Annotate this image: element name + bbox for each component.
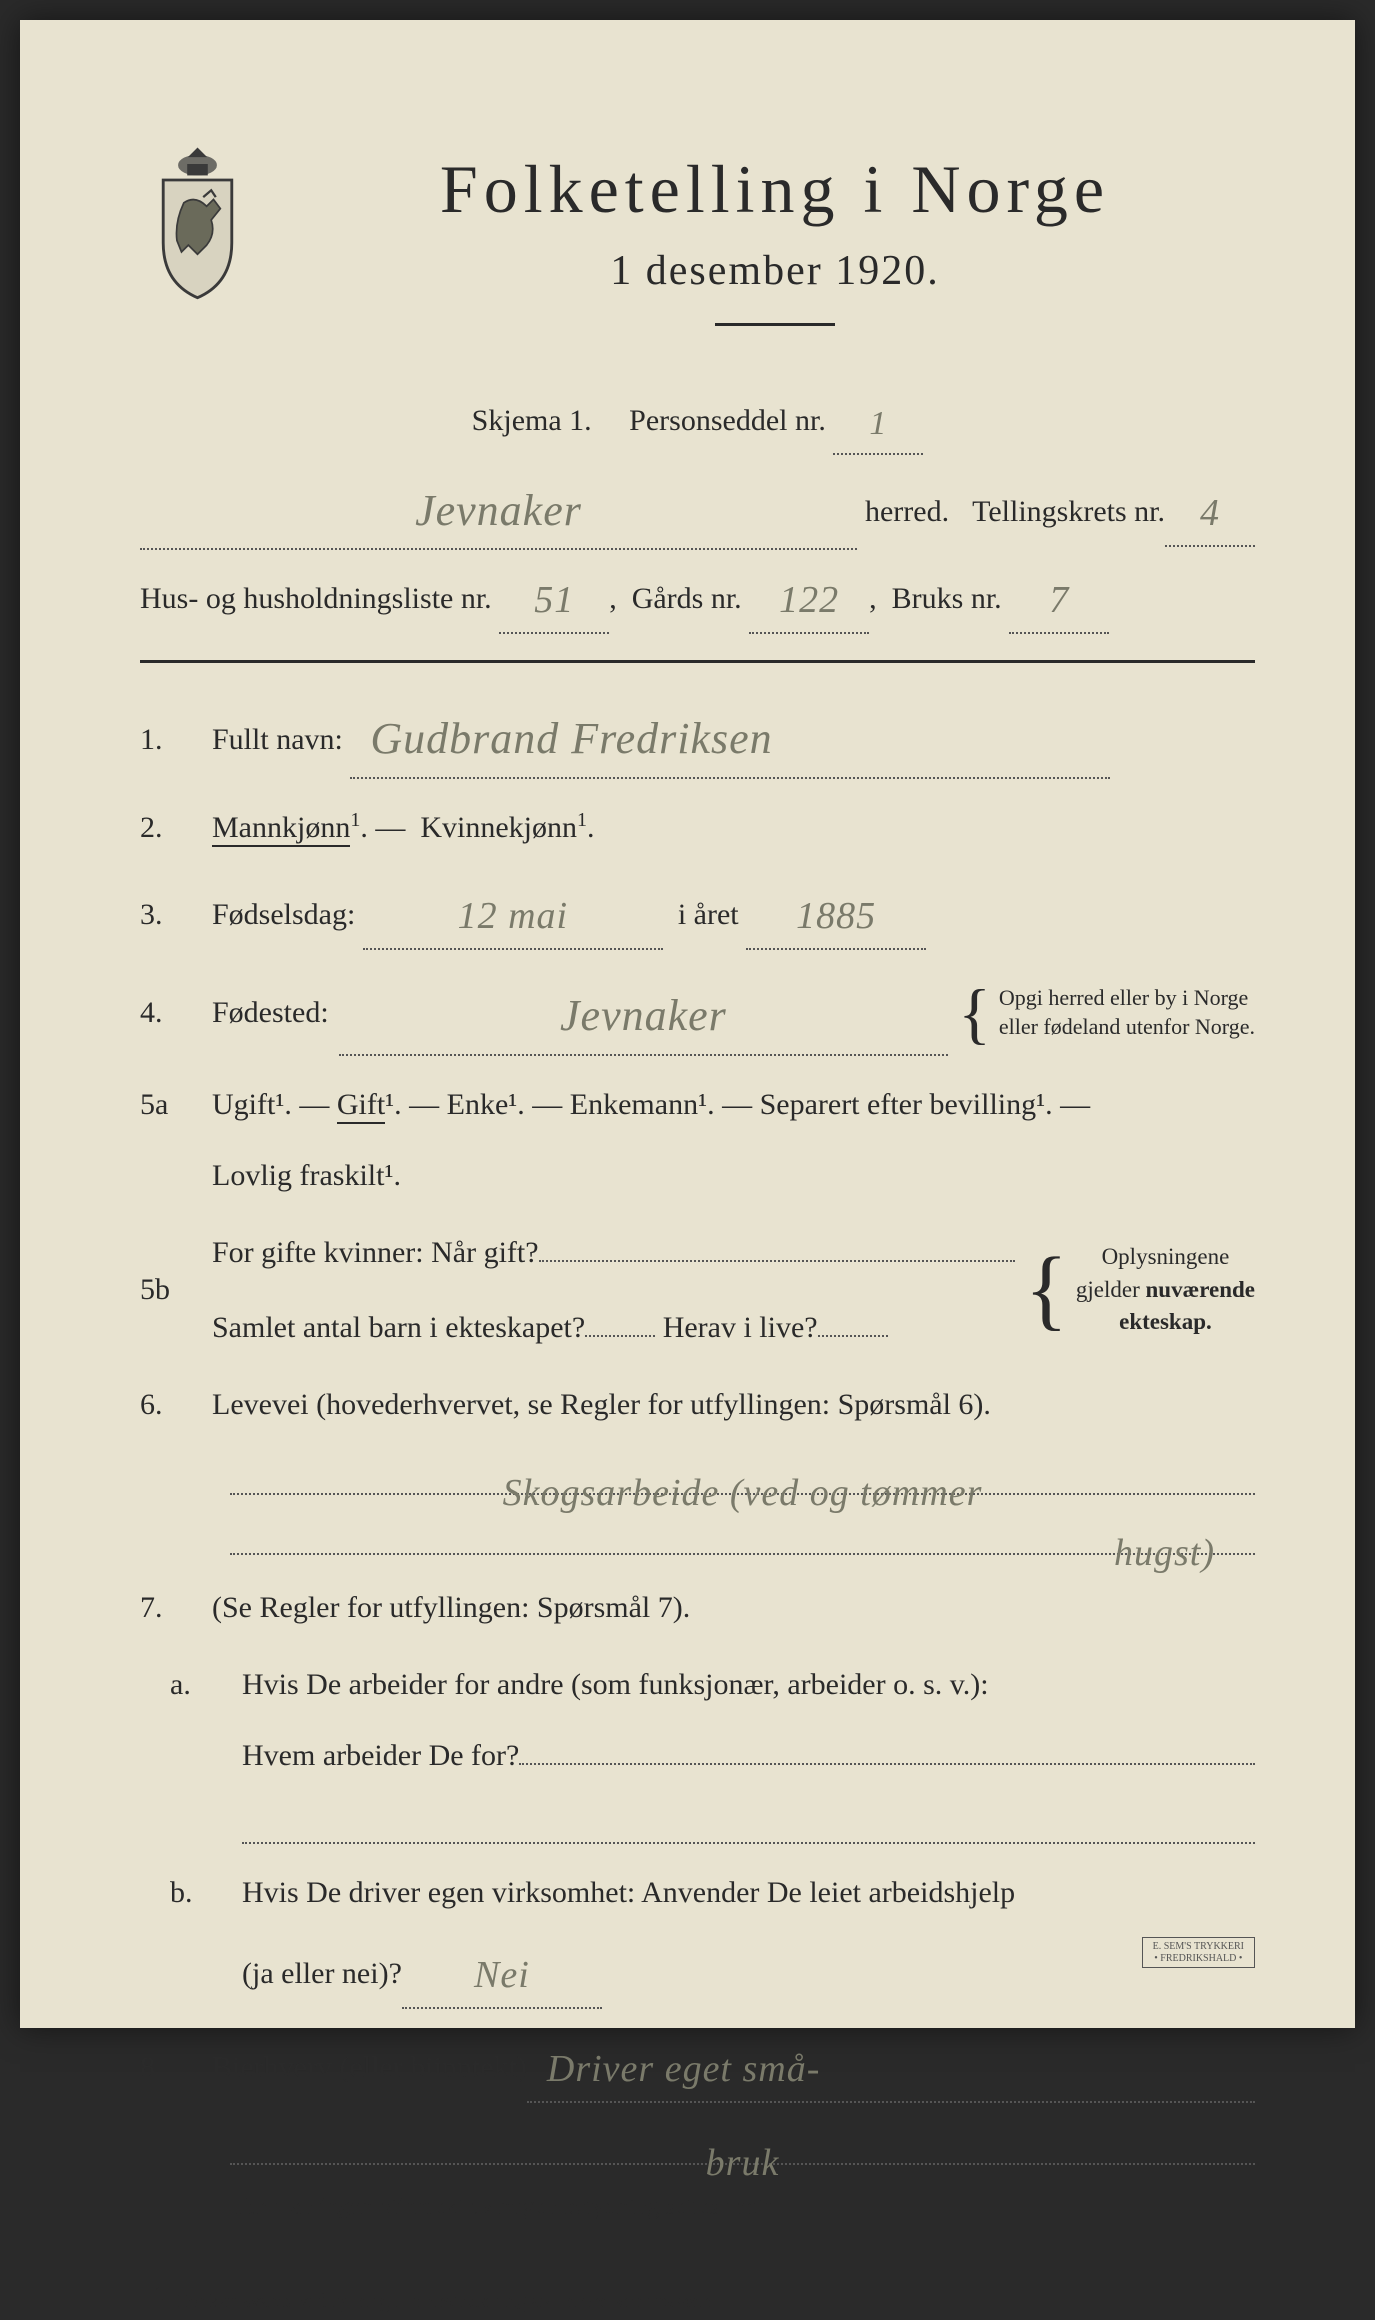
q5b-l1a: For gifte kvinner: Når gift?: [212, 1224, 539, 1281]
brace-icon: {: [958, 993, 991, 1034]
q5b-brace3: ekteskap.: [1076, 1306, 1255, 1338]
printer-l1: E. SEM'S TRYKKERI: [1153, 1941, 1244, 1953]
coat-of-arms-icon: [140, 140, 255, 300]
q3-mid: i året: [678, 898, 739, 931]
q5b-l2b: Herav i live?: [663, 1299, 818, 1356]
bruks-nr: 7: [1049, 579, 1069, 621]
q7b-l1: Hvis De driver egen virksomhet: Anvender…: [242, 1864, 1255, 1921]
q6-label: Levevei (hovederhvervet, se Regler for u…: [212, 1388, 991, 1421]
q7a-num: a.: [140, 1656, 230, 1713]
q1-value: Gudbrand Fredriksen: [370, 714, 772, 763]
q4-brace1: Opgi herred eller by i Norge: [999, 984, 1255, 1013]
q5a-rest: ¹. — Enke¹. — Enkemann¹. — Separert efte…: [385, 1088, 1090, 1121]
q7-intro: (Se Regler for utfyllingen: Spørsmål 7).: [212, 1579, 1255, 1636]
hus-label: Hus- og husholdningsliste nr.: [140, 582, 492, 615]
q5b-brace-group: { Oplysningene gjelder nuværende ekteska…: [1025, 1241, 1255, 1338]
q5a-line2: Lovlig fraskilt¹.: [212, 1147, 1255, 1204]
q8-value1: Driver eget små-: [547, 2048, 820, 2090]
form-body: Skjema 1. Personseddel nr. 1 Jevnaker he…: [140, 388, 1255, 2320]
q7b-value: Nei: [474, 1954, 530, 1996]
q7b-row: b. Hvis De driver egen virksomhet: Anven…: [140, 1864, 1255, 2009]
meta-line-1: Skjema 1. Personseddel nr. 1: [140, 388, 1255, 455]
personseddel-nr: 1: [869, 405, 887, 442]
q7b-l2: (ja eller nei)?: [242, 1945, 402, 2002]
section-divider: [140, 660, 1255, 663]
gards-label: Gårds nr.: [632, 582, 742, 615]
gards-nr: 122: [779, 579, 839, 621]
q6-answer: Skogsarbeide (ved og tømmer hugst): [230, 1453, 1255, 1555]
q2-opt2: Kvinnekjønn: [420, 811, 577, 844]
q7-row: 7. (Se Regler for utfyllingen: Spørsmål …: [140, 1579, 1255, 1636]
hus-nr: 51: [534, 579, 574, 621]
printer-mark: E. SEM'S TRYKKERI • FREDRIKSHALD •: [1142, 1937, 1255, 1968]
q4-label: Fødested:: [212, 984, 329, 1041]
printer-l2: • FREDRIKSHALD •: [1153, 1953, 1244, 1965]
q2-row: 2. Mannkjønn1. — Kvinnekjønn1.: [140, 799, 1255, 856]
title-divider: [715, 323, 835, 326]
q2-num: 2.: [140, 799, 200, 856]
q5b-row: 5b For gifte kvinner: Når gift? Samlet a…: [140, 1224, 1255, 1356]
q5a-num: 5a: [140, 1076, 200, 1133]
q2-sep: . —: [360, 811, 405, 844]
q8-row: 8. Bierhverv (eller biinntekt) Driver eg…: [140, 2029, 1255, 2103]
q1-label: Fullt navn:: [212, 723, 343, 756]
title-block: Folketelling i Norge 1 desember 1920.: [295, 140, 1255, 358]
q4-num: 4.: [140, 984, 200, 1041]
main-title: Folketelling i Norge: [295, 150, 1255, 229]
q7a-l1: Hvis De arbeider for andre (som funksjon…: [242, 1656, 1255, 1713]
brace-icon: {: [1025, 1263, 1068, 1317]
meta-line-2: Jevnaker herred. Tellingskrets nr. 4: [140, 465, 1255, 551]
census-form-page: Folketelling i Norge 1 desember 1920. Sk…: [20, 20, 1355, 2028]
q5a-gift: Gift: [337, 1088, 385, 1124]
herred-value: Jevnaker: [415, 486, 582, 535]
q2-tail: .: [587, 811, 595, 844]
q1-row: 1. Fullt navn: Gudbrand Fredriksen: [140, 693, 1255, 779]
q8-value2: bruk: [230, 2127, 1255, 2161]
q4-brace-group: { Opgi herred eller by i Norge eller fød…: [958, 984, 1255, 1041]
header: Folketelling i Norge 1 desember 1920.: [140, 140, 1255, 358]
footnote-marker: 1: [154, 2283, 164, 2305]
q3-label: Fødselsdag:: [212, 898, 355, 931]
skjema-label: Skjema 1.: [472, 404, 592, 437]
subtitle: 1 desember 1920.: [295, 247, 1255, 295]
tellingskrets-label: Tellingskrets nr.: [972, 483, 1165, 540]
q7-num: 7.: [140, 1579, 200, 1636]
q8-num: 8.: [140, 2039, 200, 2096]
q8-line2: bruk: [230, 2123, 1255, 2165]
q7a-l2: Hvem arbeider De for?: [242, 1727, 519, 1784]
q4-row: 4. Fødested: Jevnaker { Opgi herred elle…: [140, 970, 1255, 1056]
q5b-brace1: Oplysningene: [1076, 1241, 1255, 1273]
herred-label: herred.: [857, 483, 957, 540]
q8-note: Har man ingen biinntekt av nogen betydni…: [140, 2185, 1255, 2231]
q2-opt1: Mannkjønn: [212, 811, 350, 847]
q5b-brace2: gjelder nuværende: [1076, 1274, 1255, 1306]
q5a-row: 5a Ugift¹. — Gift¹. — Enke¹. — Enkemann¹…: [140, 1076, 1255, 1204]
q7a-row: a. Hvis De arbeider for andre (som funks…: [140, 1656, 1255, 1844]
q4-value: Jevnaker: [560, 991, 727, 1040]
q6-value1: Skogsarbeide (ved og tømmer: [230, 1457, 1255, 1491]
q3-row: 3. Fødselsdag: 12 mai i året 1885: [140, 876, 1255, 950]
tellingskrets-nr: 4: [1200, 492, 1220, 534]
q6-num: 6.: [140, 1376, 200, 1433]
meta-line-3: Hus- og husholdningsliste nr. 51, Gårds …: [140, 560, 1255, 634]
bruks-label: Bruks nr.: [892, 582, 1002, 615]
personseddel-label: Personseddel nr.: [629, 404, 826, 437]
q5a-opts: Ugift¹. —: [212, 1088, 337, 1121]
footnote: 1 Her kan svares ved tydelig understrekn…: [140, 2275, 1255, 2320]
q7b-num: b.: [140, 1864, 230, 1921]
q3-year: 1885: [796, 895, 876, 937]
q5b-num: 5b: [140, 1261, 200, 1318]
q8-label: Bierhverv (eller biinntekt): [212, 2039, 527, 2096]
q3-day: 12 mai: [458, 895, 569, 937]
q6-row: 6. Levevei (hovederhvervet, se Regler fo…: [140, 1376, 1255, 1433]
q4-brace2: eller fødeland utenfor Norge.: [999, 1013, 1255, 1042]
q1-num: 1.: [140, 711, 200, 768]
footnote-divider: [140, 2261, 400, 2263]
q5b-l2a: Samlet antal barn i ekteskapet?: [212, 1299, 585, 1356]
q3-num: 3.: [140, 886, 200, 943]
q6-value2: hugst): [230, 1517, 1255, 1551]
